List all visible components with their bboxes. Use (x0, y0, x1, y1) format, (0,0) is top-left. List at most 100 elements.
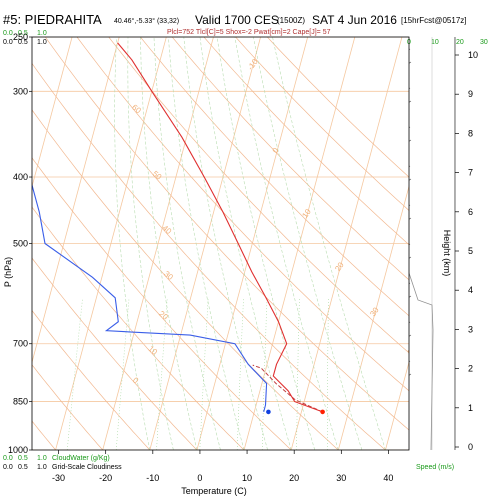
top-speed-tick: 20 (456, 39, 464, 46)
height-tick-label: 1 (468, 403, 473, 413)
wind-barb (409, 231, 410, 232)
dewpoint-line (32, 183, 268, 413)
x-tick-label: 0 (197, 473, 202, 483)
wind-barb (409, 114, 410, 115)
wind-barb (409, 75, 410, 76)
dry-adiabat-line (108, 37, 409, 354)
pressure-tick-label: 850 (13, 397, 28, 407)
dry-adiabat-line (32, 257, 198, 450)
wind-barb (409, 178, 412, 181)
dry-adiabat-label: 0 (131, 376, 141, 386)
mixing-ratio-line (327, 297, 329, 450)
moist-adiabat-line (253, 37, 363, 450)
wind-barb (409, 334, 412, 337)
wind-barb (409, 61, 412, 64)
moist-adiabat-line (234, 37, 339, 450)
wind-speed-profile (409, 271, 434, 450)
wind-panel (409, 37, 455, 450)
mixing-ratio-line (199, 297, 209, 450)
top-speed-tick: 30 (480, 39, 488, 46)
top-cloudwater-tick: 0.5 (18, 30, 28, 37)
mixing-ratio-line (261, 297, 268, 450)
dry-adiabat-line (32, 206, 245, 450)
y-axis-label: P (hPa) (3, 257, 13, 287)
height-tick-label: 0 (468, 442, 473, 452)
forecast-date: SAT 4 Jun 2016 (312, 13, 397, 27)
surface-dewpoint-marker (266, 409, 271, 415)
isotherm-line (32, 37, 120, 364)
cloudwater-label: CloudWater (g/Kg) (52, 455, 110, 462)
wind-barb (409, 153, 410, 154)
isotherm-label: -10 (246, 57, 260, 72)
station-coords: 40.46°,-5.33° (33,32) (114, 17, 179, 25)
mixing-ratio-line (66, 297, 83, 450)
bottom-cloudiness-tick: 1.0 (37, 464, 47, 471)
axes: -30 -20 -10 0 10 20 30 402503004005007008501000… (8, 32, 478, 483)
dry-adiabat-line (140, 37, 409, 317)
moist-adiabat-line (153, 37, 221, 450)
moist-adiabat-line (168, 37, 245, 450)
x-tick-label: 10 (242, 473, 252, 483)
dry-adiabat-label: 20 (157, 309, 170, 322)
wind-barb (409, 217, 412, 220)
dry-adiabat-line (32, 109, 339, 450)
height-tick-label: 10 (468, 50, 478, 60)
x-tick-label: 40 (383, 473, 393, 483)
height-tick-label: 9 (468, 89, 473, 99)
isotherm-line (243, 37, 356, 450)
top-cloudiness-tick: 0.0 (3, 39, 13, 46)
isotherm-line (32, 37, 73, 188)
dry-adiabat-label: 30 (162, 269, 175, 282)
dry-adiabat-label: 10 (146, 344, 159, 357)
wind-barb (409, 256, 412, 259)
moist-adiabat-line (216, 37, 316, 450)
dry-adiabat-label: 60 (130, 103, 143, 116)
height-tick-label: 6 (468, 207, 473, 217)
isotherm-line (149, 37, 261, 450)
pressure-tick-label: 250 (13, 32, 28, 42)
x-tick-label: -10 (146, 473, 159, 483)
bottom-scales: 0.0 0.5 1.0 CloudWater (g/Kg) 0.0 0.5 1.… (3, 455, 454, 471)
parcel-line (252, 364, 323, 413)
isotherm-line (337, 184, 409, 450)
mixing-ratio-line (236, 297, 244, 450)
dry-adiabat-line (235, 37, 409, 211)
mixing-ratio-line (296, 297, 300, 450)
moist-adiabat-line (114, 37, 151, 450)
dry-adiabat-line (32, 310, 151, 450)
isotherm-label: 10 (300, 207, 313, 220)
pressure-tick-label: 300 (13, 86, 28, 96)
height-tick-label: 4 (468, 285, 473, 295)
dry-adiabat-line (32, 157, 292, 450)
bottom-cloudiness-tick: 0.0 (3, 464, 13, 471)
surface-temperature-marker (320, 409, 325, 415)
top-cloudwater-tick: 0.0 (3, 30, 13, 37)
height-tick-label: 7 (468, 168, 473, 178)
moist-adiabat-line (183, 37, 268, 450)
top-speed-tick: 10 (431, 39, 439, 46)
bottom-cloudwater-tick: 0.5 (18, 455, 28, 462)
dry-adiabat-line (32, 62, 386, 450)
isotherm-line (102, 37, 214, 450)
isotherm-label: 40 (405, 344, 418, 357)
moist-adiabat-line (140, 37, 198, 450)
wind-barb (409, 295, 412, 298)
valid-utc: (1500Z) (277, 16, 305, 25)
bottom-cloudiness-tick: 0.5 (18, 464, 28, 471)
height-tick-label: 8 (468, 128, 473, 138)
dry-adiabat-line (32, 364, 103, 450)
moist-adiabat-line (127, 37, 174, 450)
wind-barb (409, 373, 412, 376)
bottom-cloudwater-tick: 1.0 (37, 455, 47, 462)
x-tick-label: -30 (52, 473, 65, 483)
moist-adiabat-line (272, 37, 386, 450)
isotherm-label: 20 (333, 260, 346, 273)
height-tick-label: 5 (468, 246, 473, 256)
valid-time: Valid 1700 CES (195, 13, 279, 27)
isotherm-label: 0 (271, 146, 281, 155)
top-cloudiness-tick: 0.5 (18, 39, 28, 46)
height-tick-label: 3 (468, 324, 473, 334)
dry-adiabat-line (267, 37, 409, 178)
